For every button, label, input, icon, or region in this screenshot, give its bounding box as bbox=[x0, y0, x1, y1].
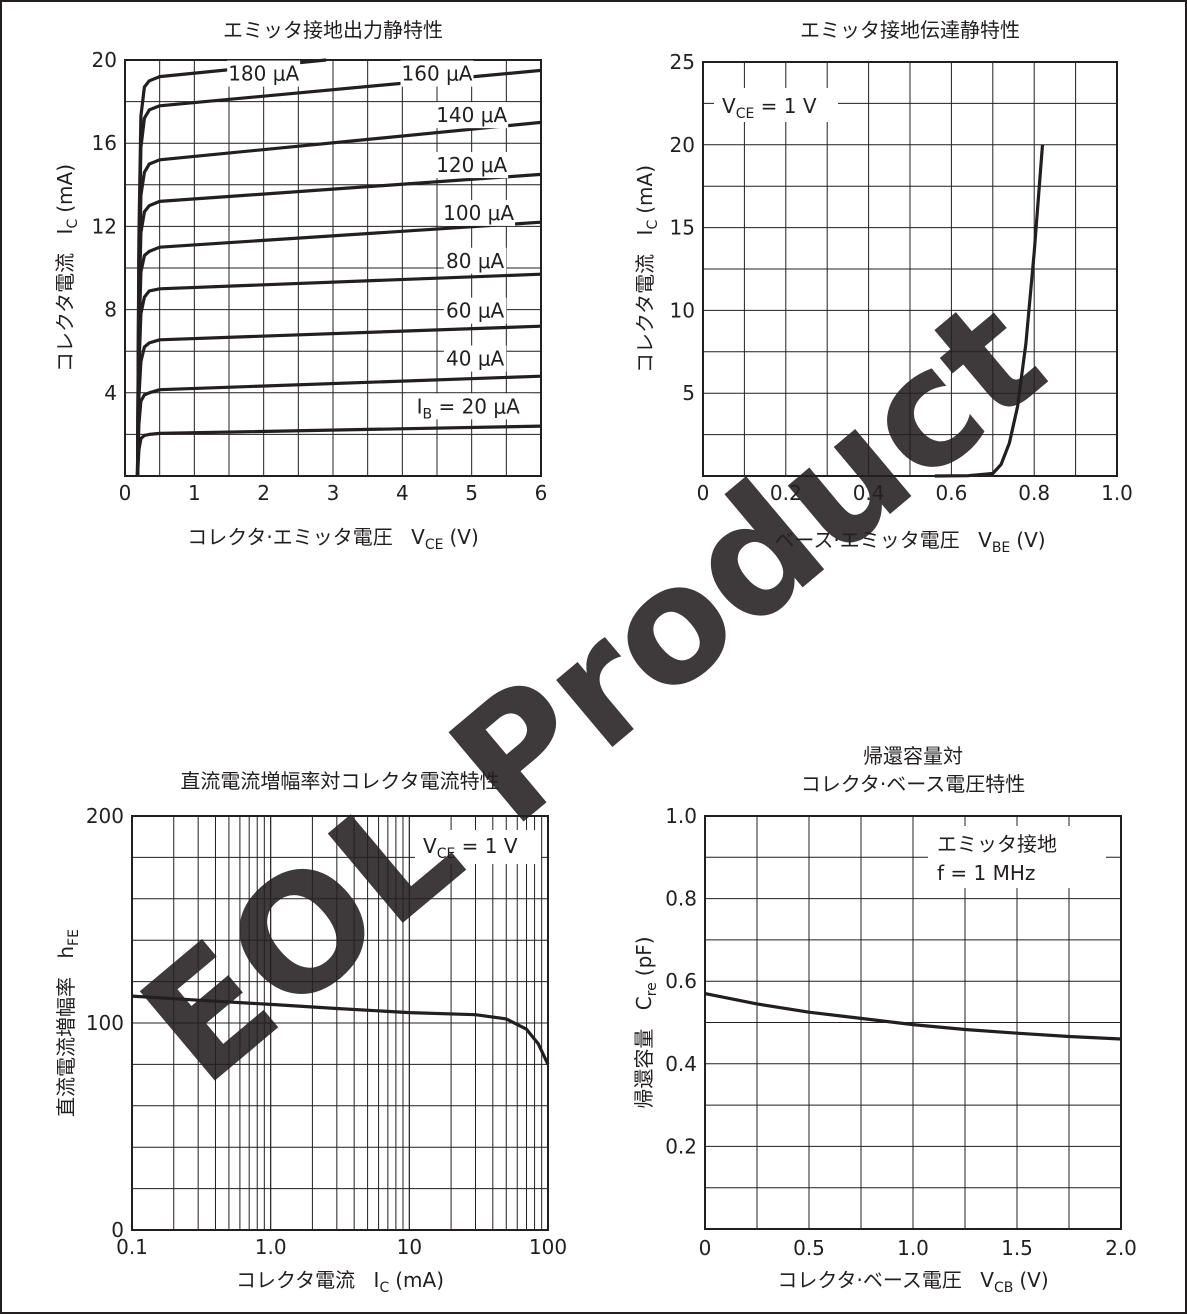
y-tick-label: 0.2 bbox=[665, 1134, 697, 1158]
x-tick-label: 2 bbox=[257, 481, 270, 505]
x-tick-label: 0 bbox=[697, 481, 710, 505]
curve-label-bg bbox=[442, 199, 516, 226]
x-tick-label: 0.4 bbox=[853, 481, 885, 505]
curve-label-bg bbox=[443, 247, 507, 274]
curve-label-bg bbox=[400, 60, 474, 87]
transfer-characteristics-chart: VCE = 1 V 0 0.2 0.4 0.6 0.8 1.0 5 10 15 20 25 エミッタ接地… bbox=[633, 18, 1133, 556]
y-tick-label: 0.8 bbox=[665, 887, 697, 911]
hfe-vs-ic-chart: VCE = 1 V 0.1 1.0 10 100 0 100 200 直流電流増幅率対コレクタ電… bbox=[54, 769, 567, 1296]
chart-title: コレクタ·ベース電圧特性 bbox=[801, 772, 1026, 796]
curve-label-bg bbox=[227, 60, 301, 87]
curve-label: 180 μA bbox=[228, 62, 299, 86]
y-tick-label: 20 bbox=[92, 48, 117, 72]
x-tick-label: 0.6 bbox=[935, 481, 967, 505]
x-tick-label: 4 bbox=[396, 481, 409, 505]
y-axis-label: 帰還容量 Cre(pF) bbox=[632, 936, 660, 1108]
plot-frame bbox=[704, 815, 1122, 1230]
plot-frame bbox=[124, 59, 542, 477]
x-tick-label: 0 bbox=[119, 481, 132, 505]
y-tick-label: 200 bbox=[86, 804, 124, 828]
x-axis-label: ベース·エミッタ電圧 VBE (V) bbox=[774, 528, 1045, 556]
curve-label: 160 μA bbox=[402, 62, 473, 86]
x-tick-label: 3 bbox=[327, 481, 340, 505]
curve-label-bg bbox=[443, 297, 507, 324]
x-tick-label: 1.0 bbox=[897, 1236, 929, 1260]
y-tick-label: 1.0 bbox=[665, 804, 697, 828]
y-tick-label: 12 bbox=[92, 214, 117, 238]
y-tick-label: 100 bbox=[86, 1011, 124, 1035]
x-tick-label: 0.2 bbox=[770, 481, 802, 505]
chart-title: エミッタ接地伝達静特性 bbox=[800, 18, 1020, 42]
y-tick-label: 0.6 bbox=[665, 969, 697, 993]
curve-label: IB = 20 μA bbox=[417, 394, 521, 422]
curve-label: 80 μA bbox=[446, 249, 505, 273]
chart-title: 帰還容量対 bbox=[863, 744, 963, 768]
x-tick-label: 0 bbox=[699, 1236, 712, 1260]
y-tick-label: 8 bbox=[104, 298, 117, 322]
annotation-vce: VCE = 1 V bbox=[423, 834, 518, 862]
series-curve bbox=[135, 58, 327, 477]
y-axis-label: 直流電流増幅率 hFE bbox=[54, 929, 82, 1117]
plot-frame bbox=[131, 815, 549, 1231]
curve-label-bg bbox=[435, 102, 509, 129]
y-axis-label: コレクタ電流 IC(mA) bbox=[53, 164, 81, 372]
x-tick-label: 6 bbox=[535, 481, 548, 505]
annotation-bg bbox=[714, 88, 838, 122]
annotation-bg bbox=[415, 830, 541, 864]
annotation-vce: VCE = 1 V bbox=[722, 94, 817, 122]
x-axis-label: コレクタ·エミッタ電圧 VCE (V) bbox=[187, 525, 479, 553]
x-tick-label: 10 bbox=[397, 1235, 422, 1259]
series-curve bbox=[704, 992, 1122, 1041]
curve-label: 40 μA bbox=[446, 347, 505, 371]
series-curve bbox=[934, 144, 1045, 478]
y-tick-label: 16 bbox=[92, 131, 117, 155]
x-tick-label: 1 bbox=[188, 481, 201, 505]
series-curve bbox=[131, 994, 550, 1066]
annotation-line: エミッタ接地 bbox=[937, 832, 1057, 856]
y-tick-label: 4 bbox=[104, 381, 117, 405]
x-axis-label: コレクタ·ベース電圧 VCB (V) bbox=[777, 1268, 1048, 1296]
x-tick-label: 0.1 bbox=[116, 1235, 148, 1259]
x-tick-label: 1.5 bbox=[1001, 1236, 1033, 1260]
y-tick-label: 10 bbox=[670, 298, 695, 322]
x-tick-label: 1.0 bbox=[255, 1235, 287, 1259]
chart-title: 直流電流増幅率対コレクタ電流特性 bbox=[180, 769, 499, 793]
x-tick-label: 0.8 bbox=[1018, 481, 1050, 505]
curve-label: 140 μA bbox=[436, 103, 507, 127]
y-tick-label: 0 bbox=[111, 1218, 124, 1242]
chart-title: エミッタ接地出力静特性 bbox=[223, 18, 443, 42]
x-tick-label: 2.0 bbox=[1105, 1236, 1137, 1260]
curve-label-bg bbox=[435, 152, 509, 179]
curve-label: 60 μA bbox=[446, 299, 505, 323]
curve-label: 120 μA bbox=[436, 153, 507, 177]
annotation-line: f = 1 MHz bbox=[937, 861, 1035, 885]
y-tick-label: 0.4 bbox=[665, 1052, 697, 1076]
y-tick-label: 15 bbox=[670, 216, 695, 240]
plot-frame bbox=[702, 61, 1118, 477]
y-axis-label: コレクタ電流 IC(mA) bbox=[633, 165, 661, 373]
curve-label-bg bbox=[443, 345, 507, 372]
x-tick-label: 1.0 bbox=[1101, 481, 1133, 505]
y-tick-label: 25 bbox=[670, 50, 695, 74]
x-tick-label: 0.5 bbox=[793, 1236, 825, 1260]
x-tick-label: 100 bbox=[529, 1235, 567, 1259]
curve-label: 100 μA bbox=[443, 201, 514, 225]
cre-vs-vcb-chart: エミッタ接地 f = 1 MHz 0 0.5 1.0 1.5 2.0 0.2 0.4 0.6 0.8… bbox=[632, 744, 1137, 1296]
annotation-bg bbox=[928, 826, 1106, 888]
y-tick-label: 20 bbox=[670, 133, 695, 157]
y-tick-label: 5 bbox=[682, 381, 695, 405]
x-tick-label: 5 bbox=[465, 481, 478, 505]
x-axis-label: コレクタ電流 IC (mA) bbox=[236, 1268, 444, 1296]
curve-label-bg bbox=[405, 393, 531, 420]
